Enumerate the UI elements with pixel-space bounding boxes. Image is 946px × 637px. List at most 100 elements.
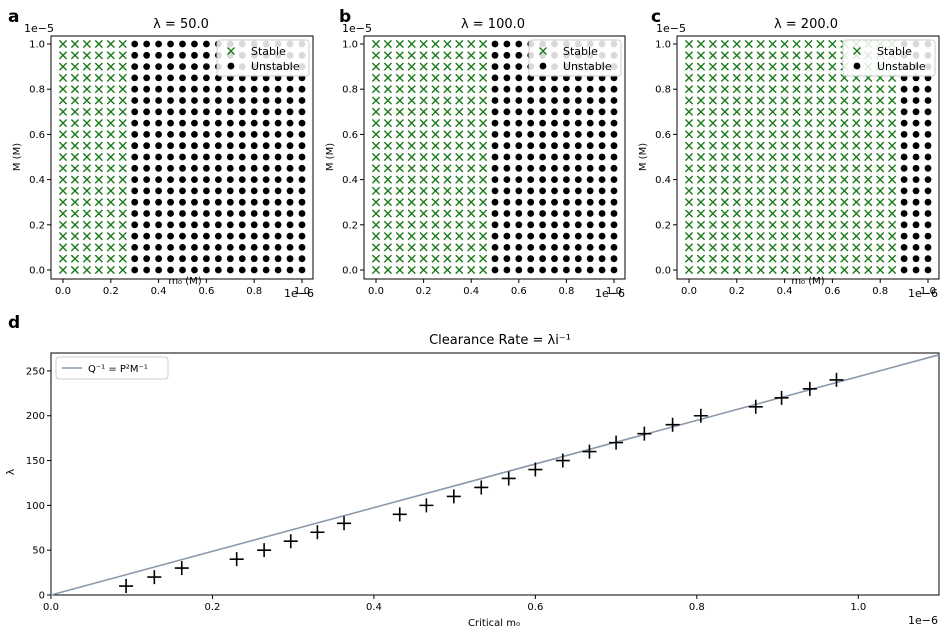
unstable-marker: [238, 210, 246, 217]
unstable-marker: [574, 232, 582, 240]
legend-box: [528, 39, 622, 77]
stable-marker: [58, 51, 68, 60]
stable-marker: [720, 220, 729, 229]
stable-marker: [732, 220, 741, 229]
stable-marker: [768, 96, 777, 105]
stable-marker: [431, 243, 440, 252]
unstable-marker: [167, 131, 174, 138]
stable-marker: [768, 141, 777, 150]
stable-marker: [94, 141, 103, 150]
unstable-marker: [155, 210, 163, 217]
stable-marker: [888, 265, 897, 275]
stable-marker: [852, 175, 861, 184]
panel-label: a: [8, 7, 19, 27]
stable-marker: [479, 209, 488, 218]
stable-marker: [840, 141, 849, 150]
unstable-marker: [598, 85, 606, 93]
stable-marker: [455, 243, 464, 252]
stable-marker: [780, 39, 789, 49]
stable-marker: [744, 39, 753, 49]
stable-marker: [696, 39, 706, 49]
x-tick-label: 0.4: [777, 286, 793, 297]
stable-marker: [804, 119, 813, 128]
unstable-marker: [179, 142, 186, 150]
stable-marker: [756, 130, 765, 139]
stable-marker: [888, 198, 897, 207]
unstable-marker: [203, 244, 210, 251]
unstable-marker: [238, 266, 246, 274]
stable-marker: [744, 85, 753, 94]
stable-marker: [419, 175, 428, 184]
plot-area-a: 0.0 0.2 0.4 0.6 0.8 1.0 0.0 0.2 0.4 0.6 0.8 1.0 Stab…: [29, 35, 314, 297]
stable-marker: [876, 130, 885, 139]
data-point: [419, 498, 434, 513]
unstable-marker: [515, 187, 523, 195]
unstable-marker: [250, 255, 258, 263]
unstable-marker: [131, 108, 139, 116]
stable-marker: [828, 186, 837, 195]
stable-marker: [467, 85, 476, 94]
y-tick-label: 200: [26, 411, 45, 422]
unstable-marker: [155, 119, 163, 127]
stable-marker: [395, 96, 404, 105]
unstable-marker: [143, 108, 151, 116]
unstable-marker: [924, 164, 932, 172]
stable-marker: [431, 141, 440, 150]
unstable-marker: [503, 108, 511, 116]
y-tick-label: 0.8: [29, 85, 45, 96]
stable-marker: [780, 186, 789, 195]
stable-marker: [768, 198, 777, 207]
stable-marker: [70, 164, 80, 173]
stable-marker: [407, 73, 416, 82]
unstable-marker: [924, 85, 932, 93]
unstable-marker: [226, 153, 234, 161]
stable-marker: [768, 164, 777, 173]
stable-marker: [828, 164, 837, 173]
stable-marker: [780, 152, 789, 162]
unstable-marker: [515, 221, 523, 229]
axes-frame: [363, 35, 626, 280]
stable-marker: [70, 62, 80, 71]
stable-marker: [828, 73, 837, 82]
unstable-marker: [924, 232, 932, 240]
unstable-marker: [298, 119, 306, 127]
unstable-marker: [900, 85, 908, 93]
unstable-marker: [574, 119, 582, 127]
stable-marker: [888, 152, 897, 162]
stable-marker: [756, 85, 765, 94]
unstable-marker: [226, 97, 234, 104]
stable-marker: [816, 141, 825, 150]
stable-marker: [768, 51, 777, 60]
unstable-marker: [238, 97, 246, 104]
unstable-marker: [167, 85, 174, 93]
unstable-marker: [274, 221, 282, 229]
unstable-marker: [491, 142, 499, 150]
stable-marker: [118, 130, 127, 139]
unstable-marker: [610, 108, 618, 116]
stable-marker: [804, 130, 813, 139]
unstable-marker: [515, 176, 523, 184]
stable-marker: [756, 62, 765, 71]
unstable-marker: [179, 221, 186, 229]
unstable-marker: [167, 63, 174, 70]
unstable-marker: [155, 85, 163, 93]
legend-stable-marker: [539, 47, 547, 55]
stable-marker: [876, 243, 885, 252]
stable-marker: [684, 209, 694, 218]
stable-marker: [864, 209, 873, 218]
unstable-marker: [274, 187, 282, 195]
stable-marker: [744, 51, 753, 60]
unstable-marker: [551, 244, 558, 251]
stable-marker: [443, 130, 452, 139]
stable-marker: [720, 254, 729, 263]
stable-marker: [407, 243, 416, 252]
unstable-marker: [179, 198, 186, 206]
unstable-marker: [563, 221, 570, 229]
stable-marker: [70, 39, 80, 49]
stable-marker: [852, 265, 861, 275]
unstable-marker: [900, 176, 908, 184]
stable-marker: [58, 96, 68, 105]
unstable-marker: [143, 142, 151, 150]
stable-marker: [94, 51, 103, 60]
